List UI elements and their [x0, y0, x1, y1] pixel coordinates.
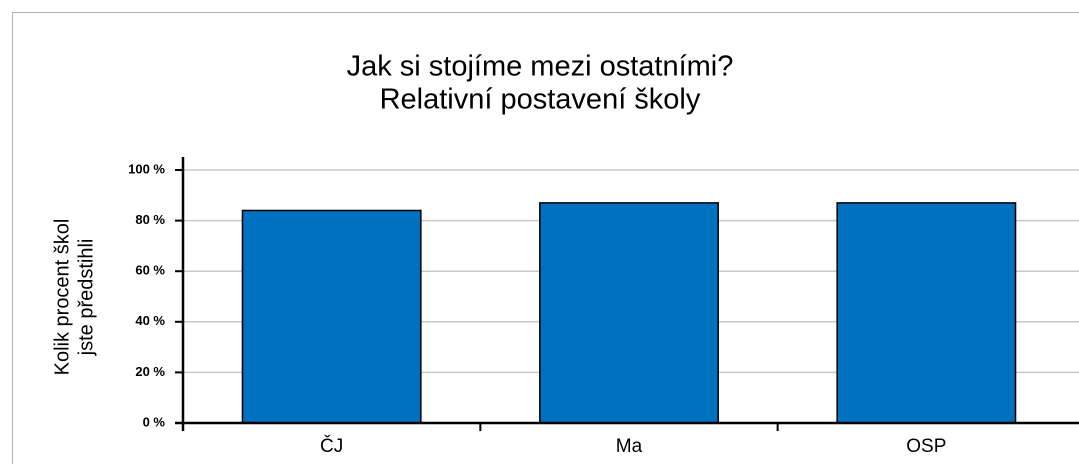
y-axis-label-line: jste předstihli [75, 239, 97, 357]
bar [539, 202, 719, 424]
x-tick-label: OSP [906, 436, 946, 457]
frame [12, 12, 1079, 464]
y-tick-label: 80 % [135, 212, 165, 227]
bar [836, 202, 1017, 424]
y-tick-label: 100 % [128, 161, 165, 176]
y-tick-label: 20 % [135, 364, 165, 379]
y-tick-label: 40 % [135, 313, 165, 328]
x-tick-label: Ma [616, 436, 643, 457]
y-tick-label: 60 % [135, 263, 165, 278]
chart-title: Jak si stojíme mezi ostatními? [347, 51, 734, 83]
bar [241, 209, 422, 424]
chart-title: Relativní postavení školy [380, 84, 701, 116]
y-tick-label: 0 % [143, 414, 166, 429]
y-axis-label: Kolik procent škol jste předstihli [51, 219, 97, 376]
x-tick-label: ČJ [320, 435, 343, 457]
y-axis-label-line: Kolik procent škol [51, 219, 73, 376]
